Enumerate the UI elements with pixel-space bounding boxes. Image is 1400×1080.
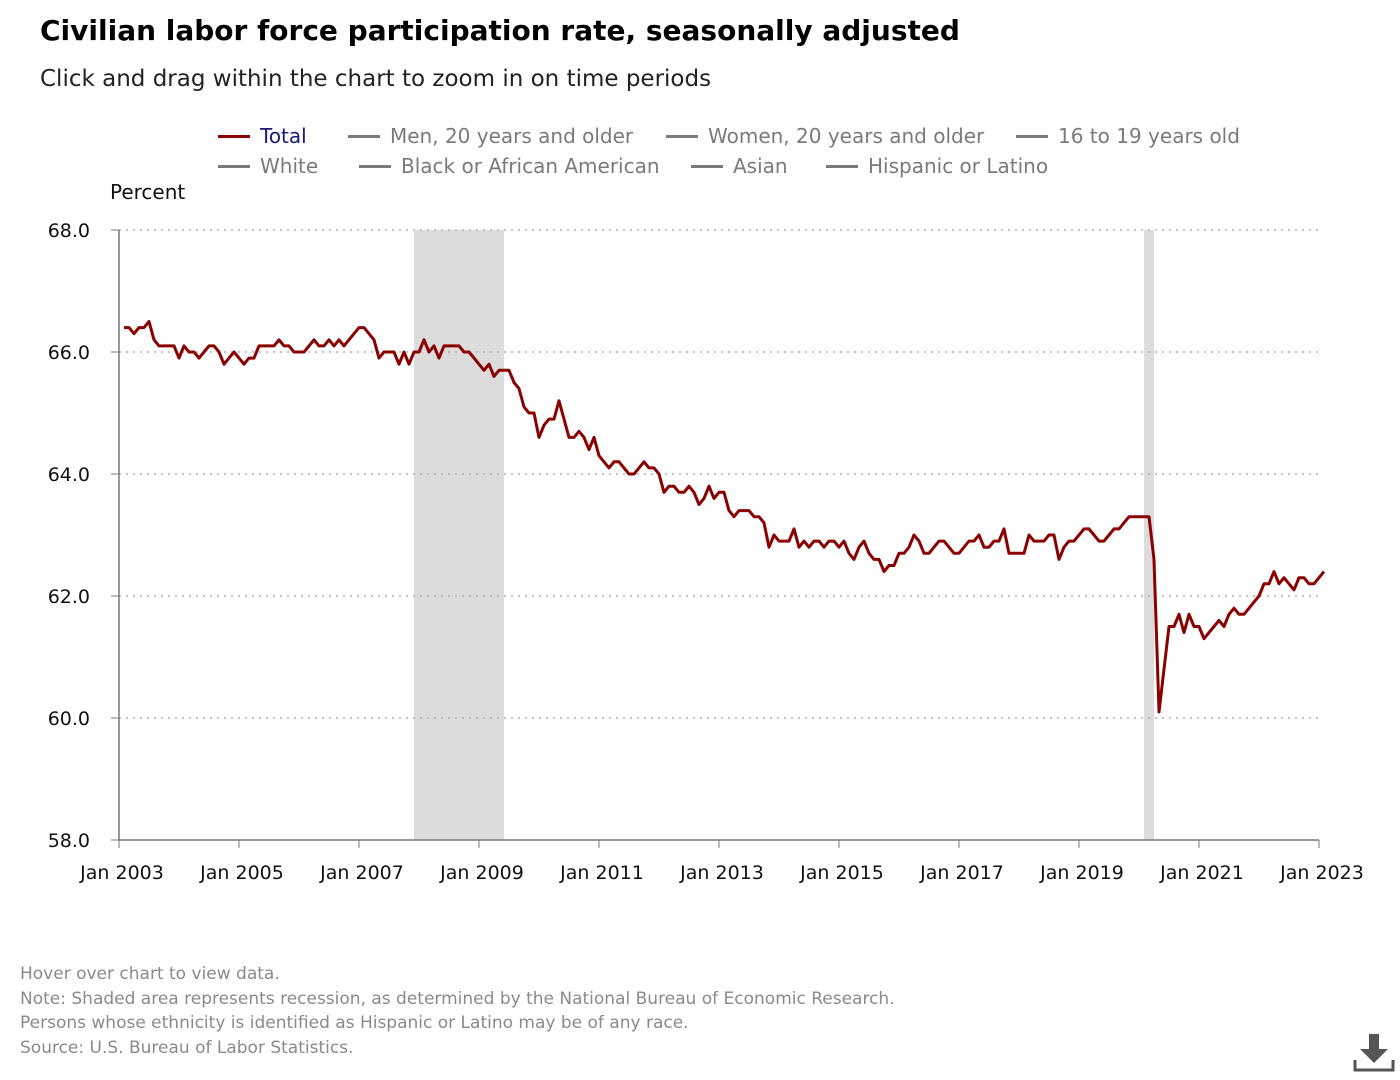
y-tick-label: 60.0 [48, 708, 90, 730]
x-tick-label: Jan 2023 [1279, 862, 1364, 884]
download-button[interactable] [1352, 1032, 1396, 1074]
legend-label: 16 to 19 years old [1058, 124, 1240, 148]
download-icon [1353, 1034, 1395, 1072]
legend-line-icon [826, 164, 858, 168]
x-tick-label: Jan 2017 [919, 862, 1004, 884]
x-tick-label: Jan 2009 [439, 862, 524, 884]
recession-shading-layer [414, 230, 1154, 840]
legend-item-asian[interactable]: Asian [691, 154, 788, 178]
legend-item-16-to-19[interactable]: 16 to 19 years old [1016, 124, 1240, 148]
recession-band [414, 230, 504, 840]
legend-label: Total [260, 124, 307, 148]
line-chart[interactable]: 58.0 60.0 62.0 64.0 66.0 68.0 Jan 2003 Jan 2005… [0, 0, 1400, 900]
chart-notes: Hover over chart to view data. Note: Sha… [20, 962, 895, 1060]
x-tick-label: Jan 2019 [1039, 862, 1124, 884]
gridlines [111, 229, 1320, 848]
legend-item-white[interactable]: White [218, 154, 318, 178]
legend-label: White [260, 154, 319, 178]
y-tick-label: 58.0 [48, 830, 90, 852]
legend: Total Men, 20 years and older Women, 20 … [0, 122, 1400, 186]
axes [118, 230, 1319, 841]
x-tick-label: Jan 2011 [559, 862, 644, 884]
recession-band [1144, 230, 1154, 840]
legend-item-men-20-plus[interactable]: Men, 20 years and older [348, 124, 633, 148]
legend-item-black[interactable]: Black or African American [359, 154, 660, 178]
legend-line-icon [218, 134, 250, 138]
y-tick-label: 64.0 [48, 464, 90, 486]
legend-label: Black or African American [401, 154, 660, 178]
x-tick-label: Jan 2015 [799, 862, 884, 884]
tick-labels: 58.0 60.0 62.0 64.0 66.0 68.0 Jan 2003 Jan 2005… [48, 220, 1364, 884]
legend-item-total[interactable]: Total [218, 124, 307, 148]
legend-line-icon [691, 164, 723, 168]
legend-label: Asian [733, 154, 788, 178]
source-note: Source: U.S. Bureau of Labor Statistics. [20, 1037, 354, 1058]
y-tick-label: 68.0 [48, 220, 90, 242]
hover-hint: Hover over chart to view data. [20, 964, 280, 984]
legend-line-icon [348, 134, 380, 138]
legend-line-icon [359, 164, 391, 168]
ethnicity-note: Persons whose ethnicity is identified as… [20, 1013, 689, 1033]
y-tick-label: 62.0 [48, 586, 90, 608]
legend-label: Hispanic or Latino [868, 154, 1049, 178]
x-tick-label: Jan 2003 [79, 862, 164, 884]
y-axis-label: Percent [110, 180, 186, 204]
legend-item-women-20-plus[interactable]: Women, 20 years and older [666, 124, 984, 148]
legend-line-icon [666, 134, 698, 138]
x-tick-label: Jan 2007 [319, 862, 404, 884]
recession-note: Note: Shaded area represents recession, … [20, 988, 895, 1009]
chart-title: Civilian labor force participation rate,… [40, 14, 960, 47]
y-tick-label: 66.0 [48, 342, 90, 364]
chart-subtitle: Click and drag within the chart to zoom … [40, 66, 712, 92]
legend-line-icon [218, 164, 250, 168]
legend-label: Men, 20 years and older [390, 124, 634, 148]
legend-item-hispanic[interactable]: Hispanic or Latino [826, 154, 1048, 178]
series-line-total[interactable] [124, 320, 1326, 714]
legend-label: Women, 20 years and older [708, 124, 985, 148]
x-tick-label: Jan 2021 [1159, 862, 1244, 884]
x-tick-label: Jan 2005 [199, 862, 284, 884]
legend-line-icon [1016, 134, 1048, 138]
x-tick-label: Jan 2013 [679, 862, 764, 884]
series-layer [124, 320, 1326, 714]
